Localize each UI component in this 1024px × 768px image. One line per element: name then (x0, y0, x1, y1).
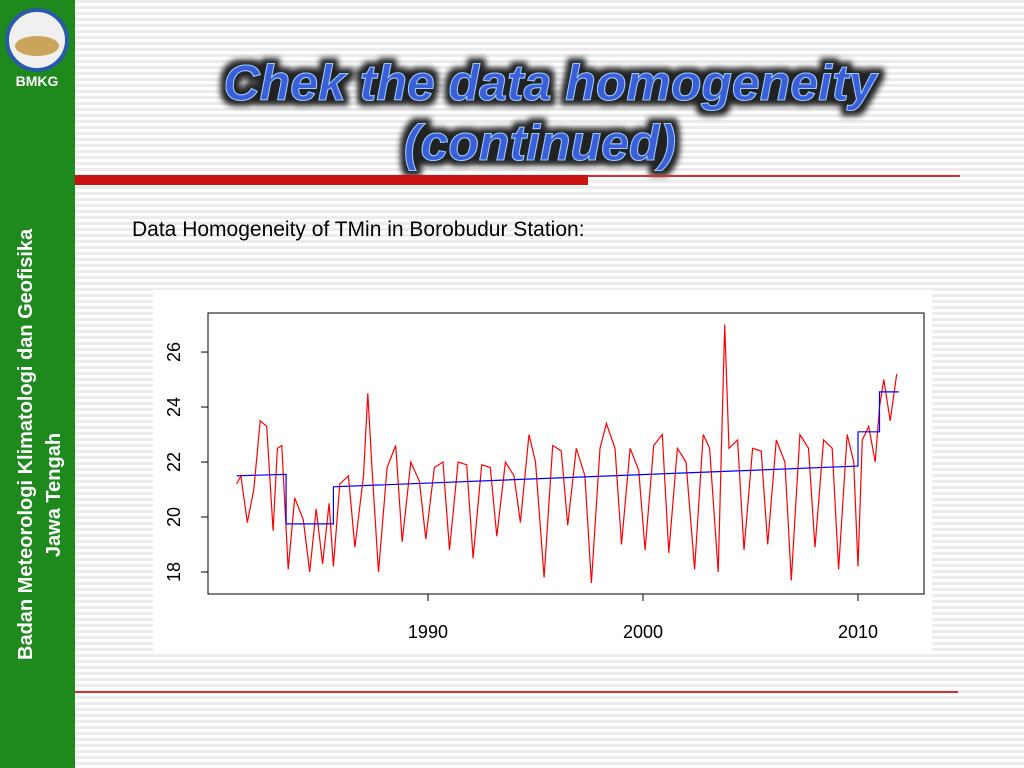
title: Chek the data homogeneity (continued) (223, 55, 879, 172)
plot-frame (207, 312, 925, 595)
subtitle: Data Homogeneity of TMin in Borobudur St… (132, 218, 585, 241)
title-line: (continued) (404, 115, 676, 171)
y-tick-label: 18 (164, 562, 184, 582)
y-tick-label: 26 (164, 342, 184, 362)
sidebar-text: Badan Meteorologi Klimatologi dan Geofis… (15, 228, 37, 660)
logo-land (15, 36, 59, 56)
y-tick-label: 20 (164, 507, 184, 527)
x-tick-label: 2010 (838, 622, 878, 642)
title-line: Chek the data homogeneity (224, 55, 879, 111)
sidebar (0, 0, 75, 768)
y-tick-label: 24 (164, 397, 184, 417)
plot: 18 20 22 24 26 1990 2000 2010 (164, 324, 899, 642)
data-line (236, 391, 899, 525)
y-tick-label: 22 (164, 452, 184, 472)
title-bar (75, 175, 588, 185)
x-tick-label: 2000 (623, 622, 663, 642)
logo-text: BMKG (16, 73, 59, 89)
x-tick-label: 1990 (408, 622, 448, 642)
sidebar-text: Jawa Tengah (43, 433, 65, 557)
